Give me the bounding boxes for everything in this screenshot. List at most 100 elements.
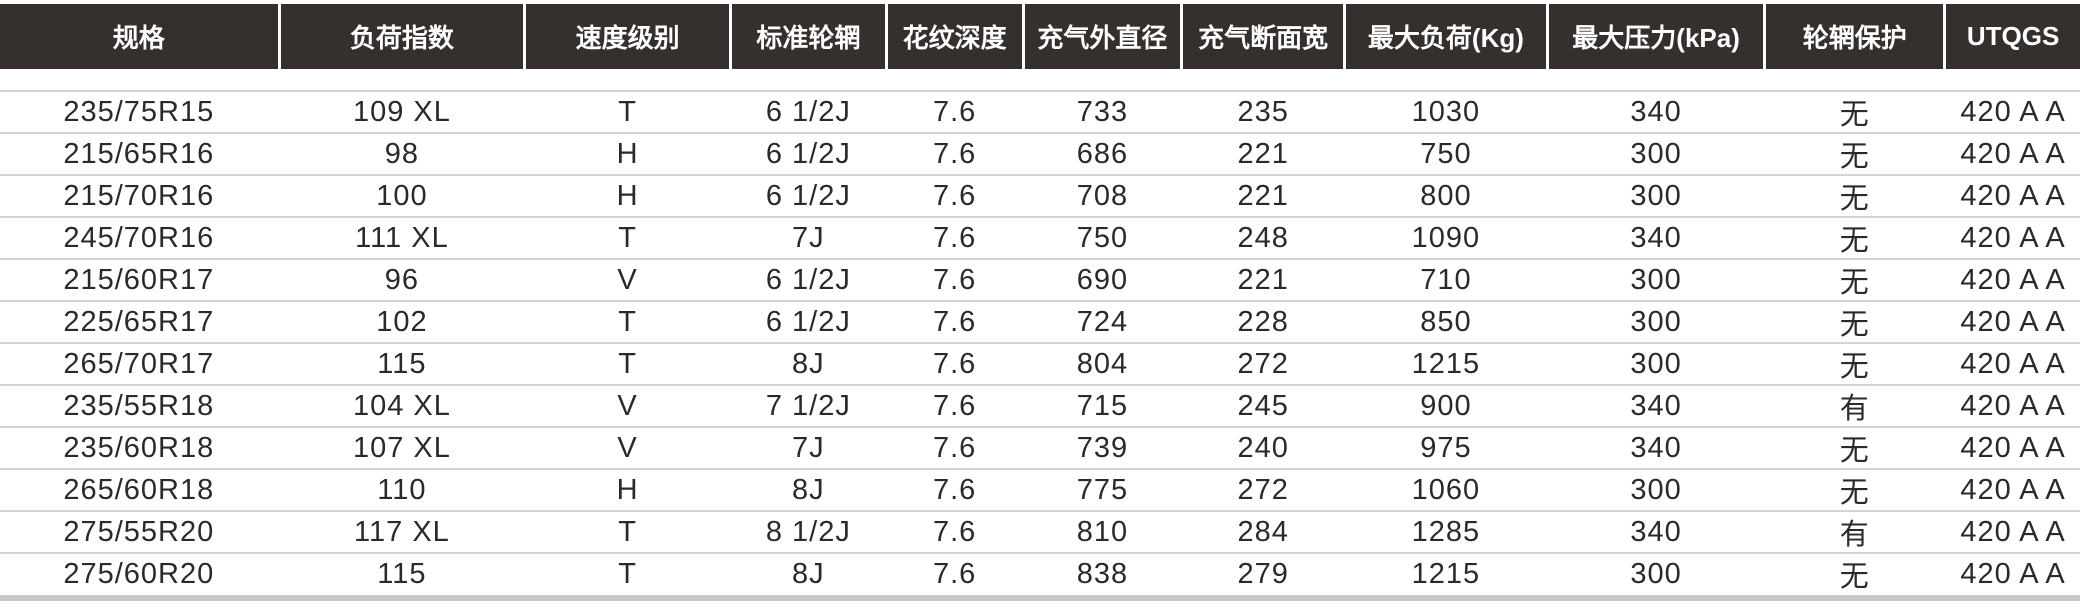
- cell-max-pressure: 340: [1630, 221, 1682, 254]
- cell-rim-protector: 有: [1839, 519, 1870, 551]
- cell-size: 275/55R20: [63, 515, 215, 548]
- cell-speed-rating: V: [617, 263, 638, 296]
- cell-utqgs: 420 A A: [1960, 305, 2066, 338]
- cell-standard-rim: 6 1/2J: [765, 179, 851, 212]
- cell-speed-rating: H: [616, 179, 639, 212]
- header-load-index: 负荷指数: [280, 4, 524, 69]
- header-utqgs: UTQGS: [1946, 4, 2080, 69]
- cell-max-load: 1030: [1411, 95, 1481, 128]
- cell-max-load: 1090: [1411, 221, 1481, 254]
- cell-max-pressure: 300: [1630, 179, 1682, 212]
- cell-size: 235/60R18: [63, 431, 215, 464]
- cell-standard-rim: 6 1/2J: [765, 95, 851, 128]
- cell-size: 225/65R17: [63, 305, 215, 338]
- cell-utqgs: 420 A A: [1960, 431, 2066, 464]
- cell-max-pressure: 340: [1630, 95, 1682, 128]
- cell-utqgs: 420 A A: [1960, 473, 2066, 506]
- table-row: 235/55R18 104 XL V 7 1/2J 7.6 715 245 900 340 有 42…: [0, 384, 2080, 426]
- header-max-load: 最大负荷(Kg): [1346, 4, 1546, 69]
- cell-rim-protector: 无: [1839, 225, 1870, 257]
- cell-standard-rim: 8J: [792, 347, 825, 380]
- cell-load-index: 107 XL: [352, 431, 451, 464]
- cell-load-index: 115: [377, 557, 427, 590]
- cell-load-index: 111 XL: [355, 221, 449, 254]
- cell-tread-depth: 7.6: [932, 473, 977, 506]
- table-row: 215/70R16 100 H 6 1/2J 7.6 708 221 800 300 无 420 A…: [0, 174, 2080, 216]
- cell-standard-rim: 8 1/2J: [765, 515, 851, 548]
- cell-rim-protector: 无: [1839, 99, 1870, 131]
- cell-tread-depth: 7.6: [932, 263, 977, 296]
- cell-utqgs: 420 A A: [1960, 347, 2066, 380]
- cell-utqgs: 420 A A: [1960, 179, 2066, 212]
- cell-load-index: 104 XL: [352, 389, 451, 422]
- cell-section-width: 221: [1237, 137, 1289, 170]
- cell-standard-rim: 6 1/2J: [765, 137, 851, 170]
- cell-overall-diameter: 686: [1076, 137, 1129, 170]
- cell-section-width: 240: [1237, 431, 1289, 464]
- tire-spec-table: 规格 负荷指数 速度级别 标准轮辋 花纹深度 充气外直径 充气断面宽 最大负荷(Kg) 最大压力…: [0, 4, 2080, 601]
- table-row: 235/60R18 107 XL V 7J 7.6 739 240 975 340 无 420 A …: [0, 426, 2080, 468]
- cell-standard-rim: 7 1/2J: [765, 389, 851, 422]
- cell-speed-rating: V: [617, 431, 638, 464]
- cell-max-load: 750: [1420, 137, 1472, 170]
- cell-max-load: 850: [1420, 305, 1472, 338]
- cell-section-width: 228: [1237, 305, 1289, 338]
- cell-overall-diameter: 810: [1076, 515, 1129, 548]
- cell-tread-depth: 7.6: [932, 389, 977, 422]
- cell-tread-depth: 7.6: [932, 431, 977, 464]
- cell-utqgs: 420 A A: [1960, 515, 2066, 548]
- table-row: 265/60R18 110 H 8J 7.6 775 272 1060 300 无 420 A A: [0, 468, 2080, 510]
- cell-section-width: 235: [1237, 95, 1289, 128]
- cell-utqgs: 420 A A: [1960, 263, 2066, 296]
- cell-tread-depth: 7.6: [932, 557, 977, 590]
- header-rim-protector: 轮辋保护: [1766, 4, 1944, 69]
- cell-load-index: 117 XL: [354, 515, 450, 548]
- cell-section-width: 221: [1237, 263, 1289, 296]
- cell-size: 275/60R20: [63, 557, 215, 590]
- table-row: 235/75R15 109 XL T 6 1/2J 7.6 733 235 1030 340 无 4…: [0, 90, 2080, 132]
- cell-standard-rim: 6 1/2J: [765, 263, 851, 296]
- table-row: 275/60R20 115 T 8J 7.6 838 279 1215 300 无 420 A A: [0, 552, 2080, 594]
- header-overall-diameter: 充气外直径: [1024, 4, 1181, 69]
- cell-max-pressure: 300: [1630, 263, 1682, 296]
- cell-max-pressure: 300: [1630, 347, 1682, 380]
- cell-load-index: 96: [384, 263, 420, 296]
- cell-load-index: 100: [376, 179, 428, 212]
- cell-load-index: 98: [384, 137, 420, 170]
- cell-size: 215/65R16: [63, 137, 215, 170]
- cell-speed-rating: T: [618, 95, 637, 128]
- cell-rim-protector: 无: [1839, 561, 1870, 593]
- cell-overall-diameter: 804: [1076, 347, 1129, 380]
- cell-overall-diameter: 838: [1076, 557, 1129, 590]
- cell-section-width: 279: [1237, 557, 1289, 590]
- cell-section-width: 245: [1237, 389, 1289, 422]
- cell-load-index: 115: [377, 347, 427, 380]
- table-header: 规格 负荷指数 速度级别 标准轮辋 花纹深度 充气外直径 充气断面宽 最大负荷(Kg) 最大压力…: [0, 4, 2080, 69]
- cell-size: 245/70R16: [63, 221, 215, 254]
- cell-speed-rating: T: [618, 305, 637, 338]
- table-row: 245/70R16 111 XL T 7J 7.6 750 248 1090 340 无 420 A…: [0, 216, 2080, 258]
- cell-utqgs: 420 A A: [1960, 389, 2066, 422]
- cell-max-load: 1285: [1411, 515, 1481, 548]
- cell-max-pressure: 340: [1630, 431, 1682, 464]
- header-tread-depth: 花纹深度: [887, 4, 1022, 69]
- cell-max-pressure: 300: [1630, 137, 1682, 170]
- table-row: 215/60R17 96 V 6 1/2J 7.6 690 221 710 300 无 420 A …: [0, 258, 2080, 300]
- cell-speed-rating: T: [618, 557, 637, 590]
- cell-standard-rim: 7J: [792, 221, 825, 254]
- cell-load-index: 109 XL: [352, 95, 451, 128]
- cell-standard-rim: 8J: [792, 557, 825, 590]
- cell-tread-depth: 7.6: [932, 515, 977, 548]
- cell-load-index: 110: [377, 473, 427, 506]
- cell-size: 235/75R15: [63, 95, 215, 128]
- cell-speed-rating: T: [618, 347, 637, 380]
- cell-rim-protector: 有: [1839, 393, 1870, 425]
- table-bottom-bar: [0, 595, 2080, 601]
- cell-rim-protector: 无: [1839, 435, 1870, 467]
- header-max-pressure: 最大压力(kPa): [1548, 4, 1764, 69]
- cell-max-load: 975: [1420, 431, 1472, 464]
- header-speed-rating: 速度级别: [526, 4, 729, 69]
- cell-max-load: 1060: [1411, 473, 1481, 506]
- cell-max-pressure: 340: [1630, 515, 1682, 548]
- cell-section-width: 221: [1237, 179, 1289, 212]
